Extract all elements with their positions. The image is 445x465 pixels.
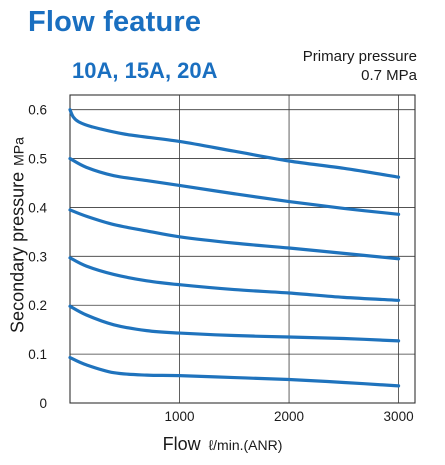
y-tick-label: 0.1 <box>28 347 47 362</box>
series-line-3 <box>68 208 401 261</box>
series-layer <box>68 108 401 388</box>
x-tick-label: 1000 <box>165 409 195 424</box>
series-line-6 <box>68 355 401 388</box>
x-tick-label: 2000 <box>274 409 304 424</box>
x-axis-label: Flow ℓ/min.(ANR) <box>0 434 445 455</box>
y-tick-label: 0.5 <box>28 152 47 167</box>
x-tick-label: 3000 <box>384 409 414 424</box>
x-axis-unit: ℓ/min.(ANR) <box>208 437 283 453</box>
y-tick-label: 0.4 <box>28 200 47 215</box>
series-line-5 <box>68 304 401 343</box>
y-tick-label: 0.2 <box>28 298 47 313</box>
series-line-4 <box>68 256 401 302</box>
grid-layer <box>70 95 415 403</box>
plot-frame <box>69 94 416 404</box>
primary-pressure-note: Primary pressure 0.7 MPa <box>303 47 417 85</box>
y-tick-label: 0 <box>39 396 47 411</box>
y-tick-label: 0.3 <box>28 249 47 264</box>
x-axis-label-text: Flow <box>162 434 201 454</box>
model-sizes-subtitle: 10A, 15A, 20A <box>72 58 218 83</box>
y-tick-label: 0.6 <box>28 103 47 118</box>
series-line-2 <box>68 156 401 216</box>
series-line-1 <box>68 108 401 179</box>
tick-layer: 1000 2000 3000 0 0.1 0.2 0.3 0.4 0.5 0.6 <box>28 103 413 424</box>
primary-pressure-value: 0.7 MPa <box>361 67 417 84</box>
chart-title: Flow feature <box>28 6 202 38</box>
primary-pressure-label: Primary pressure <box>302 48 417 65</box>
